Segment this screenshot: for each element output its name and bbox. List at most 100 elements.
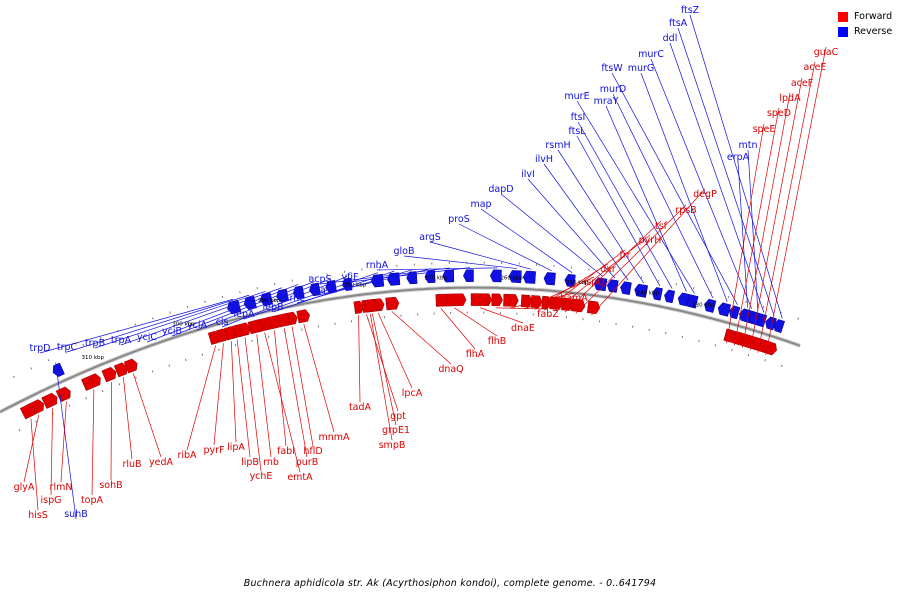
leader-speE xyxy=(726,123,765,344)
leader-topA xyxy=(91,389,95,496)
gene-label-tadA: tadA xyxy=(349,402,372,413)
minor-tick xyxy=(151,370,154,373)
backbone-line xyxy=(0,286,801,413)
legend-label-reverse: Reverse xyxy=(854,26,893,37)
tick-marks xyxy=(12,261,799,432)
gene-block-ftsW xyxy=(728,305,741,320)
gene-label-erpA: erpA xyxy=(727,152,750,163)
gene-label-emtA: emtA xyxy=(287,472,313,483)
gene-label-rnc: rnc xyxy=(290,293,305,304)
gene-block-degP xyxy=(586,300,601,315)
gene-label-ftsW: ftsW xyxy=(601,63,623,74)
leader-murC xyxy=(650,58,753,310)
leader-frr xyxy=(544,249,626,311)
gene-block-topA xyxy=(81,373,101,391)
gene-block-murG xyxy=(717,302,732,317)
leader-dnaE xyxy=(479,307,524,324)
gene-block-rsmH xyxy=(634,283,649,298)
minor-tick xyxy=(218,348,220,351)
gene-label-ftsZ: ftsZ xyxy=(681,5,700,16)
minor-tick xyxy=(221,295,224,298)
minor-tick xyxy=(762,306,765,309)
gene-label-frr: frr xyxy=(620,250,631,261)
gene-label-tsf: tsf xyxy=(655,221,668,232)
minor-tick xyxy=(101,389,104,393)
leader-lpcA xyxy=(377,312,413,389)
leader-trpC xyxy=(66,294,250,353)
gene-label-rluB: rluB xyxy=(122,459,141,470)
gene-label-suhB: suhB xyxy=(64,509,88,520)
minor-tick xyxy=(135,376,137,379)
leader-smpB xyxy=(370,313,393,441)
leader-yciC xyxy=(146,284,299,343)
leader-grpE1 xyxy=(371,313,397,426)
minor-tick xyxy=(30,367,33,370)
scale-label: 280 kbp xyxy=(344,283,367,289)
scale-label: 260 kbp xyxy=(500,275,523,281)
gene-label-ispU: ispU xyxy=(584,277,605,288)
gene-block-sohB xyxy=(101,366,117,383)
gene-label-lipA: lipA xyxy=(227,442,245,453)
minor-tick xyxy=(152,317,154,320)
gene-label-lpcA: lpcA xyxy=(402,388,423,399)
gene-block-map xyxy=(564,274,576,288)
scale-label: 240 kbp xyxy=(637,291,660,297)
gene-block-era xyxy=(424,270,436,284)
leader-fabI xyxy=(274,330,287,447)
minor-tick xyxy=(168,364,170,367)
gene-label-mnmA: mnmA xyxy=(318,432,350,443)
leader-ilvI xyxy=(527,178,616,279)
leader-lepA xyxy=(243,272,379,320)
leader-ispU xyxy=(524,276,595,310)
gene-label-yciB: yciB xyxy=(162,326,182,337)
leader-tadA xyxy=(358,315,361,403)
leader-ribA xyxy=(186,345,216,451)
gene-label-pyrF: pyrF xyxy=(203,445,224,456)
leader-murG xyxy=(640,72,728,303)
leader-sohB xyxy=(110,382,112,481)
gene-block-ftsI xyxy=(664,289,676,304)
leader-trpD xyxy=(39,298,234,354)
gene-label-era: era xyxy=(310,285,326,296)
leader-glyA xyxy=(23,414,40,483)
leader-bamA xyxy=(509,292,575,309)
leader-ftsL xyxy=(576,135,661,287)
minor-tick xyxy=(184,358,187,362)
gene-block-mtn xyxy=(749,311,761,326)
minor-tick xyxy=(714,344,717,347)
leader-ftsW xyxy=(611,72,738,305)
gene-block-ftsA xyxy=(765,316,777,331)
gene-block-rlmN xyxy=(55,386,71,403)
gene-label-speE: speE xyxy=(753,124,776,135)
leader-speD xyxy=(734,107,780,346)
scale-label: 290 kbp xyxy=(258,298,281,304)
scale-label: 230 kbp xyxy=(692,303,715,309)
gene-block-flhB xyxy=(444,293,467,307)
leader-mtn xyxy=(747,149,759,311)
minor-tick xyxy=(764,359,766,362)
gene-label-mtn: mtn xyxy=(739,140,758,151)
gene-label-aceF: aceF xyxy=(791,78,813,89)
gene-block-bamA xyxy=(503,293,519,307)
leader-hisS xyxy=(30,418,39,511)
minor-tick xyxy=(47,359,50,362)
leader-dxr xyxy=(534,263,609,310)
gene-label-dnaE: dnaE xyxy=(511,323,535,334)
leader-ftsZ xyxy=(689,14,783,319)
gene-label-ilvI: ilvI xyxy=(521,169,535,180)
gene-block-rluB xyxy=(113,362,128,378)
gene-label-sohB: sohB xyxy=(99,480,122,491)
gene-label-trpD: trpD xyxy=(30,343,51,354)
leader-ilvH xyxy=(543,163,629,281)
gene-label-fabZ: fabZ xyxy=(537,309,559,320)
gene-block-ilvH xyxy=(620,281,632,295)
leader-ychE xyxy=(244,337,262,472)
gene-label-guaC: guaC xyxy=(814,47,839,58)
gene-block-smpB xyxy=(364,299,377,313)
leader-flhB xyxy=(454,307,498,337)
gene-block-ilvI xyxy=(606,279,619,293)
leader-aceF xyxy=(749,77,803,351)
gene-block-rnb xyxy=(247,319,264,335)
minor-tick xyxy=(731,348,733,352)
leader-map xyxy=(480,208,573,273)
